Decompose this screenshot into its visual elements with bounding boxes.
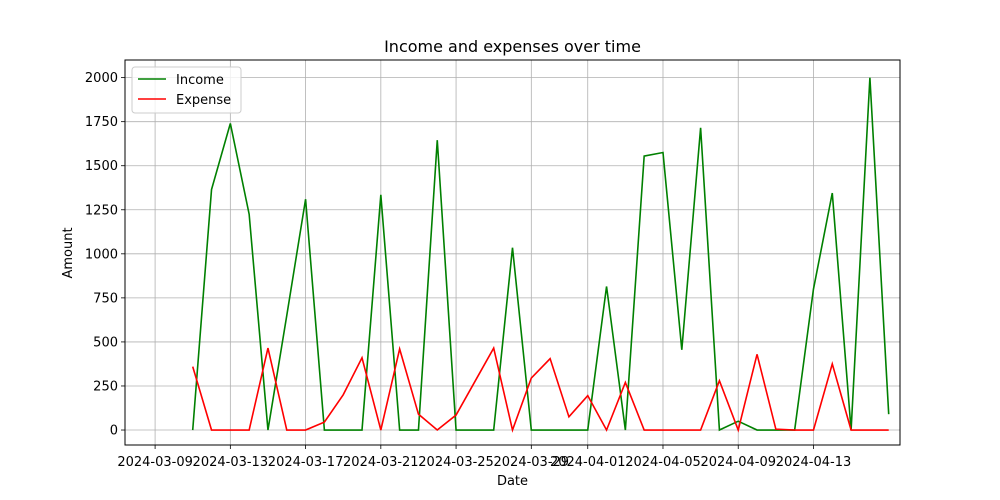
y-tick-label: 1000 — [85, 247, 118, 262]
legend-label-expense: Expense — [176, 93, 231, 108]
x-tick-label: 2024-03-13 — [193, 455, 269, 470]
plot-frame — [124, 59, 901, 446]
legend: Income Expense — [131, 66, 242, 114]
y-tick-label: 0 — [110, 424, 118, 439]
x-tick-label: 2024-04-05 — [625, 455, 701, 470]
x-axis-title: Date — [497, 474, 528, 489]
y-tick-label: 1750 — [85, 115, 118, 130]
series-line-income — [191, 77, 890, 432]
y-tick-label: 250 — [93, 379, 118, 394]
y-axis: 0 250 500 750 1000 1250 1500 1750 2000 — [85, 71, 125, 439]
x-tick-label: 2024-03-25 — [418, 455, 494, 470]
x-tick-label: 2024-03-09 — [117, 455, 193, 470]
chart-title: Income and expenses over time — [384, 37, 641, 56]
series-line-expense — [191, 345, 889, 433]
y-axis-title: Amount — [61, 227, 76, 278]
x-tick-label: 2024-03-29 — [494, 455, 570, 470]
x-tick-label: 2024-03-21 — [343, 455, 419, 470]
gridlines — [125, 60, 900, 445]
x-tick-label: 2024-04-13 — [776, 455, 852, 470]
x-tick-label: 2024-04-01 — [550, 455, 626, 470]
y-tick-label: 500 — [93, 335, 118, 350]
x-tick-label: 2024-04-09 — [700, 455, 776, 470]
y-tick-label: 1500 — [85, 159, 118, 174]
x-tick-label: 2024-03-17 — [268, 455, 344, 470]
y-tick-label: 750 — [93, 291, 118, 306]
x-axis: 2024-03-09 2024-03-13 2024-03-17 2024-03-21… — [117, 445, 851, 470]
y-tick-label: 2000 — [85, 71, 118, 86]
y-tick-label: 1250 — [85, 203, 118, 218]
series-lines — [191, 77, 890, 433]
legend-label-income: Income — [176, 73, 224, 88]
